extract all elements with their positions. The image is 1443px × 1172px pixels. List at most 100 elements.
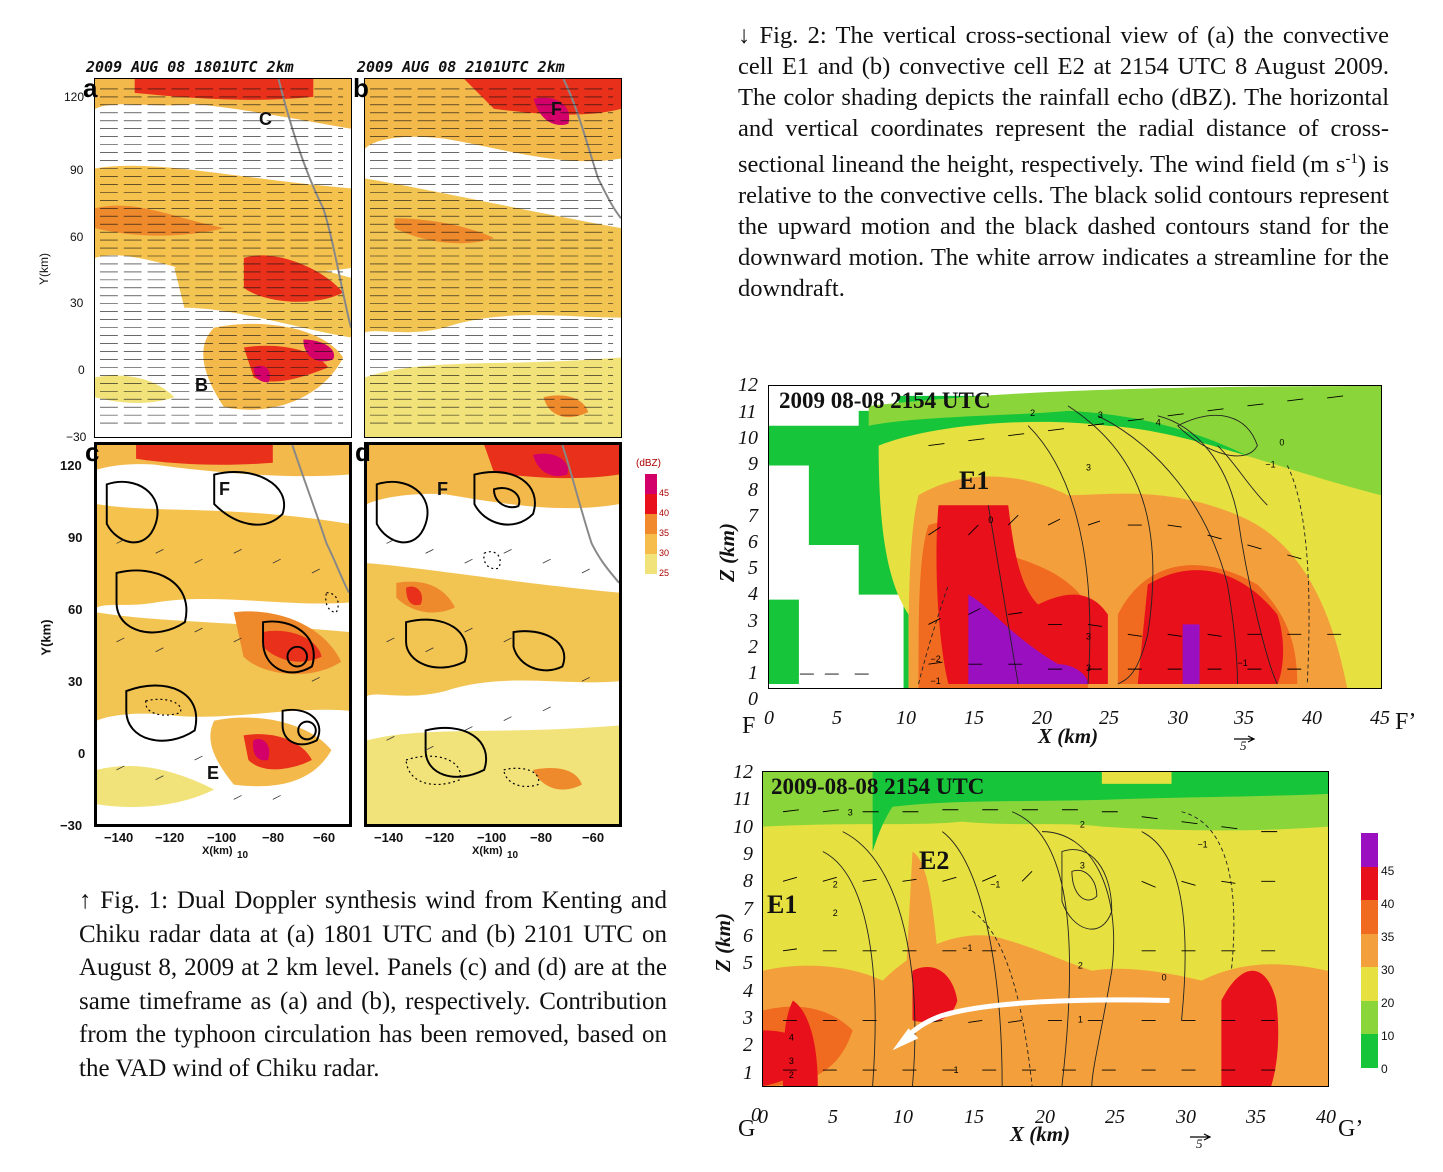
fig2-caption-pre: ↓ Fig. 2: The vertical cross-sectional v… — [738, 22, 1389, 179]
vector-scale: 5 — [1196, 1136, 1203, 1151]
contour-label: −1 — [948, 1065, 958, 1075]
contour-label: 3 — [1080, 860, 1085, 870]
contour-label: −1 — [1265, 459, 1275, 469]
y-tick: 5 — [743, 952, 753, 974]
contour-label: 0 — [988, 515, 993, 525]
cell-label-b: B — [195, 375, 208, 395]
contour-label: −1 — [990, 879, 1000, 889]
y-tick: 3 — [748, 610, 758, 632]
contour-label: 2 — [833, 879, 838, 889]
x-tick: −120 — [425, 830, 455, 845]
x-tick: 5 — [832, 707, 842, 729]
cross-section-e2-plot: 3 2 2 2 3 −1 2 −1 −1 0 1 −1 4 3 2 — [763, 772, 1328, 1086]
panel-b-title: 2009 AUG 08 2101UTC 2km — [357, 58, 565, 76]
contour-label: 3 — [1098, 410, 1103, 420]
x-tick: 20 — [1035, 1106, 1055, 1128]
contour-label: 2 — [833, 908, 838, 918]
x-tick: 35 — [1234, 707, 1254, 729]
contour-label: −1 — [1197, 840, 1207, 850]
x-tick: 15 — [964, 1106, 984, 1128]
y-tick: 6 — [743, 925, 753, 947]
vector-scale: 5 — [1240, 738, 1247, 753]
colorbar-tick: 35 — [659, 528, 670, 538]
panel-a-map: a C B — [83, 73, 352, 438]
contour-label: 3 — [789, 1056, 794, 1066]
x-tick: −100 — [477, 830, 507, 845]
xs-bottom-x-axis: X (km) — [1010, 1122, 1071, 1146]
colorbar-tick: 35 — [1381, 930, 1395, 944]
panel-d-plot — [367, 445, 619, 824]
contour-label: 1 — [1078, 1014, 1083, 1024]
cross-section-e2-title: 2009-08-08 2154 UTC — [771, 774, 985, 799]
x-tick: 10 — [896, 707, 916, 729]
x-tick: 10 — [893, 1106, 913, 1128]
colorbar-tick: 20 — [1381, 996, 1395, 1010]
y-tick: 60 — [68, 602, 83, 617]
x-axis-label: X(km) — [202, 845, 233, 857]
contour-label: −1 — [930, 676, 940, 686]
y-tick: 30 — [70, 296, 84, 310]
section-start-label: G — [738, 1116, 756, 1142]
y-tick: 120 — [60, 458, 82, 473]
x-tick: 25 — [1099, 707, 1119, 729]
x-tick: 20 — [1032, 707, 1052, 729]
contour-label: 3 — [848, 808, 853, 818]
y-tick: 9 — [748, 453, 758, 475]
colorbar-tick: 25 — [659, 568, 670, 578]
xs-top-y-axis: Z (km) — [714, 523, 739, 582]
x-tick: 30 — [1176, 1106, 1196, 1128]
colorbar-unit: (dBZ) — [636, 458, 661, 469]
vector-scale: 10 — [237, 850, 249, 861]
y-tick: 10 — [738, 427, 758, 449]
panel-a-label: a — [83, 73, 98, 103]
x-tick: −140 — [374, 830, 404, 845]
cross-section-e1-plot: 2 3 4 3 0 −1 0 −2 −1 3 3 −1 — [769, 386, 1381, 688]
x-tick: −100 — [207, 830, 237, 845]
fig1-y-axis-label-top: Y(km) — [37, 253, 51, 285]
section-start-label: F — [742, 713, 756, 739]
x-tick: 5 — [828, 1106, 838, 1128]
contour-label: 3 — [1086, 462, 1091, 472]
contour-label: 4 — [1156, 418, 1161, 428]
fig2-caption: ↓ Fig. 2: The vertical cross-sectional v… — [738, 20, 1389, 304]
cell-label-e2: E2 — [919, 846, 950, 875]
y-tick: 1 — [748, 662, 758, 684]
y-tick: 4 — [748, 583, 758, 605]
fig1-y-axis-label-bottom: Y(km) — [38, 619, 54, 656]
colorbar-tick: 0 — [1381, 1062, 1388, 1076]
cell-label-f: F — [551, 99, 562, 119]
vector-scale: 10 — [507, 850, 519, 861]
y-tick: 11 — [733, 788, 752, 810]
cell-label-f: F — [219, 479, 230, 499]
y-tick: −30 — [60, 818, 83, 833]
y-tick: −30 — [66, 430, 87, 444]
contour-label: 2 — [789, 1070, 794, 1080]
colorbar-tick: 10 — [1381, 1029, 1395, 1043]
y-tick: 0 — [78, 363, 85, 377]
panel-c-plot — [97, 445, 349, 824]
y-tick: 8 — [743, 870, 753, 892]
colorbar-tick: 40 — [1381, 897, 1395, 911]
y-tick: 11 — [738, 401, 757, 423]
x-tick: 15 — [964, 707, 984, 729]
colorbar-tick: 45 — [1381, 864, 1395, 878]
panel-d-map: d F — [355, 437, 622, 827]
x-tick: −60 — [582, 830, 605, 845]
colorbar-tick: 30 — [659, 548, 670, 558]
y-tick: 1 — [743, 1062, 753, 1084]
panel-a-plot — [95, 79, 351, 437]
contour-label: −1 — [1237, 658, 1247, 668]
xs-top-x-axis: X (km) — [1038, 724, 1099, 748]
cross-section-e1: 2 3 4 3 0 −1 0 −2 −1 3 3 −1 2009 08-08 2… — [768, 385, 1382, 689]
cross-section-e1-title: 2009 08-08 2154 UTC — [779, 388, 991, 413]
x-tick: −140 — [104, 830, 134, 845]
y-tick: 8 — [748, 479, 758, 501]
cell-label-e1: E1 — [959, 466, 990, 495]
cell-label-e1: E1 — [767, 890, 798, 919]
y-tick: 6 — [748, 531, 758, 553]
x-tick: 25 — [1105, 1106, 1125, 1128]
y-tick: 30 — [68, 674, 83, 689]
xs-bottom-y-axis: Z (km) — [710, 913, 735, 972]
contour-label: 3 — [1086, 663, 1091, 673]
panel-b-label: b — [353, 73, 369, 103]
